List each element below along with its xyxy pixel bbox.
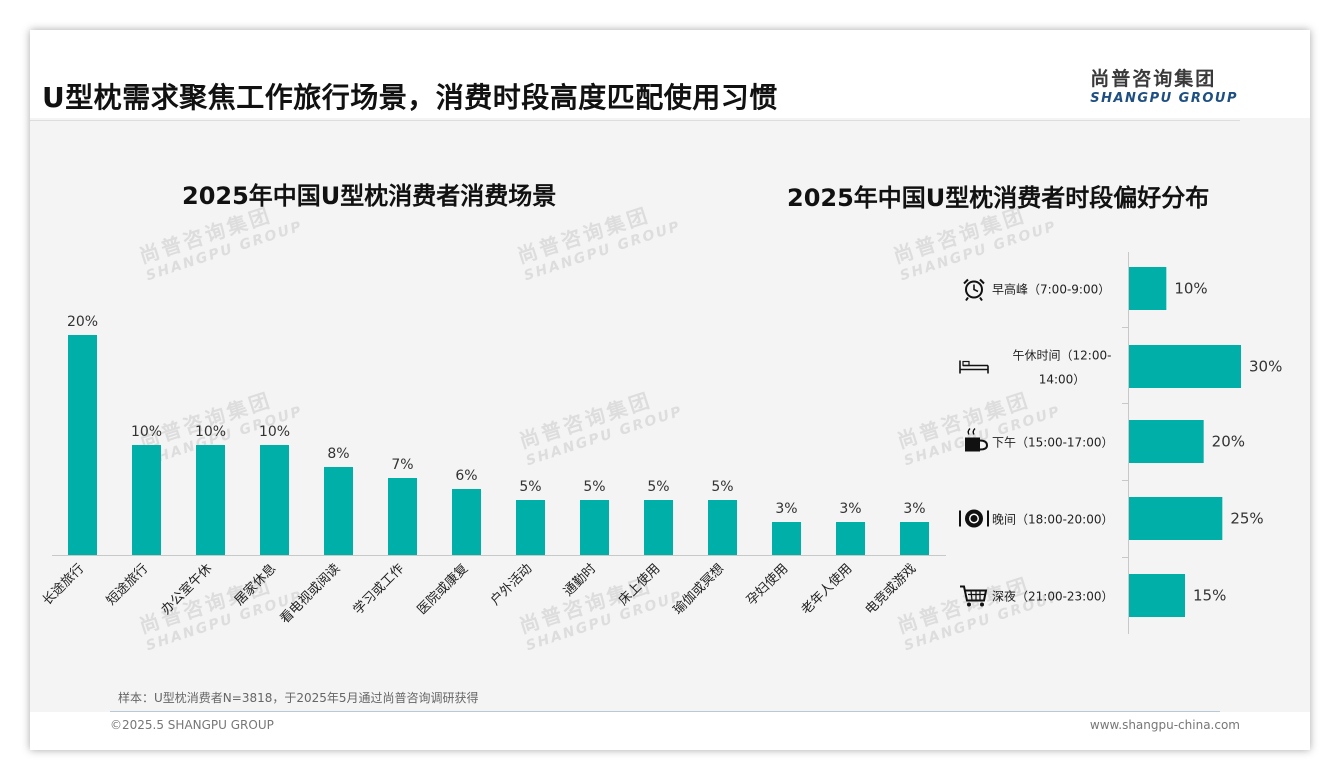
bar bbox=[772, 522, 801, 555]
data-label: 5% bbox=[519, 479, 541, 495]
bar bbox=[644, 500, 673, 555]
category-label: 下午（15:00-17:00） bbox=[992, 436, 1114, 450]
page-title: U型枕需求聚焦工作旅行场景，消费时段高度匹配使用习惯 bbox=[42, 81, 778, 114]
bar bbox=[1129, 420, 1204, 463]
bar bbox=[900, 522, 929, 555]
header-band bbox=[30, 30, 1310, 118]
category-label: 14:00） bbox=[1039, 373, 1086, 387]
header-divider bbox=[30, 120, 1240, 121]
data-label: 3% bbox=[903, 501, 925, 517]
footer-divider bbox=[110, 711, 1220, 712]
category-label: 午休时间（12:00- bbox=[1013, 349, 1112, 363]
slide: U型枕需求聚焦工作旅行场景，消费时段高度匹配使用习惯 尚普咨询集团 SHANGP… bbox=[30, 30, 1310, 750]
data-label: 10% bbox=[195, 424, 226, 440]
alarm-clock-icon bbox=[963, 278, 985, 302]
copyright-text: ©2025.5 SHANGPU GROUP bbox=[110, 718, 274, 732]
data-label: 30% bbox=[1249, 358, 1282, 376]
data-label: 5% bbox=[711, 479, 733, 495]
bar bbox=[388, 478, 417, 555]
website-link[interactable]: www.shangpu-china.com bbox=[1089, 718, 1240, 732]
right-chart-title: 2025年中国U型枕消费者时段偏好分布 bbox=[787, 184, 1210, 212]
bar bbox=[516, 500, 545, 555]
data-label: 5% bbox=[583, 479, 605, 495]
bar bbox=[324, 467, 353, 555]
category-label: 电竞或游戏 bbox=[862, 561, 919, 618]
category-label: 医院或康复 bbox=[414, 561, 471, 618]
coffee-cup-icon bbox=[965, 428, 989, 452]
logo-text-en: SHANGPU GROUP bbox=[1090, 91, 1238, 106]
logo-text-cn: 尚普咨询集团 bbox=[1090, 68, 1217, 90]
bar bbox=[1129, 497, 1223, 540]
category-label: 瑜伽或冥想 bbox=[670, 561, 727, 618]
category-label: 孕妇使用 bbox=[743, 561, 791, 609]
data-label: 15% bbox=[1193, 587, 1226, 605]
data-label: 7% bbox=[391, 457, 413, 473]
sample-note: 样本：U型枕消费者N=3818，于2025年5月通过尚普咨询调研获得 bbox=[118, 691, 479, 705]
data-label: 10% bbox=[259, 424, 290, 440]
data-label: 20% bbox=[67, 314, 98, 330]
bar bbox=[452, 489, 481, 555]
bar bbox=[708, 500, 737, 555]
category-label: 短途旅行 bbox=[103, 561, 151, 609]
company-logo: 尚普咨询集团 SHANGPU GROUP bbox=[1090, 64, 1238, 106]
bar bbox=[132, 445, 161, 555]
data-label: 8% bbox=[327, 446, 349, 462]
category-label: 居家休息 bbox=[231, 561, 279, 609]
category-label: 学习或工作 bbox=[350, 561, 407, 618]
category-label: 床上使用 bbox=[615, 561, 663, 609]
category-label: 晚间（18:00-20:00） bbox=[992, 513, 1114, 527]
data-label: 25% bbox=[1230, 510, 1263, 528]
left-chart-title: 2025年中国U型枕消费者消费场景 bbox=[182, 182, 557, 210]
dinner-plate-icon bbox=[959, 509, 989, 528]
data-label: 3% bbox=[775, 501, 797, 517]
shopping-cart-icon bbox=[960, 585, 988, 607]
bar bbox=[1129, 574, 1185, 617]
category-label: 深夜（21:00-23:00） bbox=[992, 589, 1114, 604]
data-label: 20% bbox=[1212, 433, 1245, 451]
data-label: 5% bbox=[647, 479, 669, 495]
bar bbox=[1129, 267, 1167, 310]
footer-band bbox=[30, 712, 1310, 750]
bar bbox=[1129, 345, 1241, 388]
category-label: 老年人使用 bbox=[798, 561, 855, 618]
data-label: 10% bbox=[131, 424, 162, 440]
category-label: 看电视或阅读 bbox=[277, 561, 343, 627]
data-label: 6% bbox=[455, 468, 477, 484]
bar bbox=[836, 522, 865, 555]
bar bbox=[68, 335, 97, 555]
category-label: 长途旅行 bbox=[39, 561, 87, 609]
bar bbox=[196, 445, 225, 555]
bar bbox=[580, 500, 609, 555]
category-label: 早高峰（7:00-9:00） bbox=[992, 282, 1110, 297]
charts-canvas: 20% 长途旅行 10% 短途旅行 10% 办公室午休 10% 居家休息 8% 看电视或阅读 7% 学… bbox=[39, 252, 1282, 634]
category-label: 户外活动 bbox=[487, 561, 535, 609]
bed-icon bbox=[959, 360, 989, 374]
category-label: 通勤时 bbox=[561, 561, 599, 599]
data-label: 10% bbox=[1174, 280, 1207, 298]
data-label: 3% bbox=[839, 501, 861, 517]
category-label: 办公室午休 bbox=[158, 561, 215, 618]
bar bbox=[260, 445, 289, 555]
